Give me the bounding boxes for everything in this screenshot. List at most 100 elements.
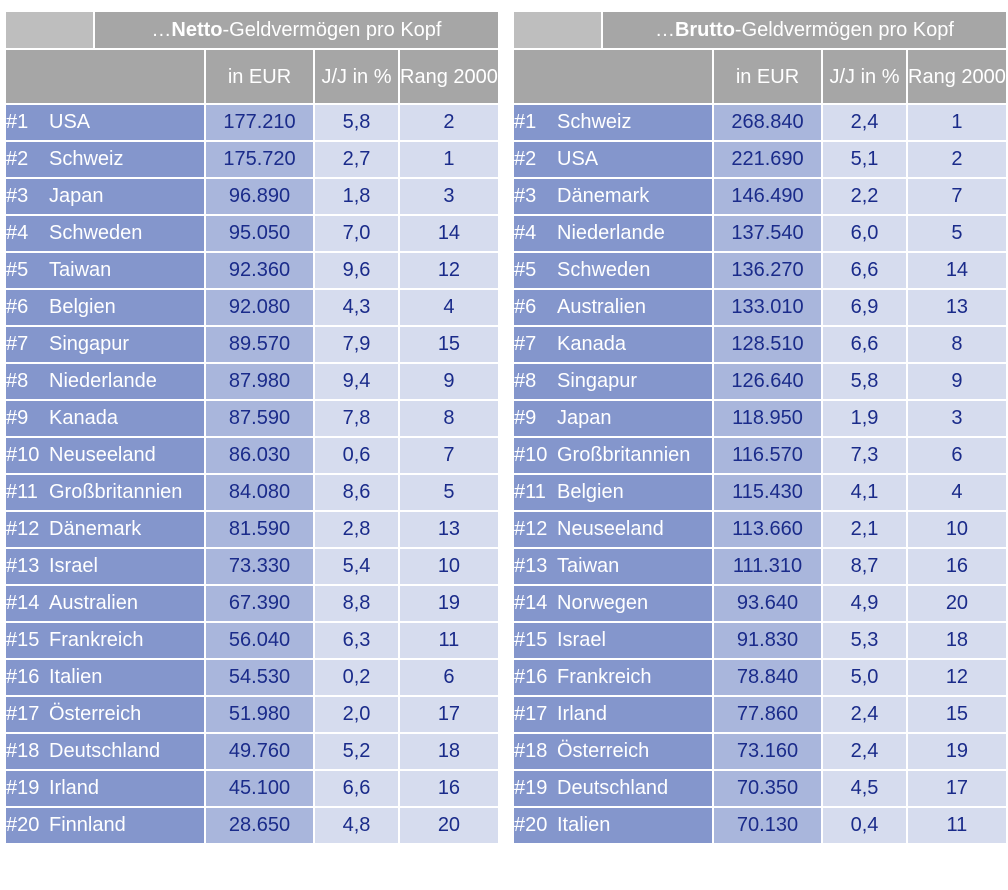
table-row: #5 Taiwan 92.360 9,6 12 [4, 251, 500, 290]
country-cell: #4 Niederlande [512, 214, 714, 253]
rank-label: #18 [514, 740, 548, 762]
country-cell: #20 Italien [512, 806, 714, 845]
table-row: #20 Italien 70.130 0,4 11 [512, 806, 1008, 845]
table-row: #11 Großbritannien 84.080 8,6 5 [4, 473, 500, 512]
header-row: in EUR J/J in % Rang 2000 [4, 48, 500, 105]
rank-label: #18 [6, 740, 40, 762]
rank-2000-value: 3 [906, 399, 1008, 438]
table-row: #5 Schweden 136.270 6,6 14 [512, 251, 1008, 290]
country-cell: #14 Norwegen [512, 584, 714, 623]
rank-2000-value: 3 [398, 177, 500, 216]
country-name: Großbritannien [49, 481, 183, 503]
country-cell: #1 USA [4, 103, 206, 142]
country-cell: #8 Niederlande [4, 362, 206, 401]
country-cell: #18 Deutschland [4, 732, 206, 771]
rank-label: #9 [514, 407, 537, 429]
country-cell: #16 Italien [4, 658, 206, 697]
rank-2000-value: 15 [398, 325, 500, 364]
country-name: Australien [49, 592, 138, 614]
rank-label: #8 [6, 370, 29, 392]
table-row: #13 Taiwan 111.310 8,7 16 [512, 547, 1008, 586]
country-name: USA [49, 111, 91, 133]
yoy-value: 2,4 [821, 103, 908, 142]
eur-value: 54.530 [204, 658, 315, 697]
rank-2000-value: 7 [398, 436, 500, 475]
yoy-value: 5,8 [821, 362, 908, 401]
rank-2000-value: 14 [398, 214, 500, 253]
eur-value: 137.540 [712, 214, 823, 253]
header-blank-cell [4, 48, 206, 105]
country-name: Finnland [49, 814, 126, 836]
country-cell: #14 Australien [4, 584, 206, 623]
eur-value: 136.270 [712, 251, 823, 290]
yoy-value: 6,3 [313, 621, 400, 660]
yoy-value: 2,7 [313, 140, 400, 179]
rank-2000-value: 4 [398, 288, 500, 327]
table-row: #19 Deutschland 70.350 4,5 17 [512, 769, 1008, 808]
rank-label: #16 [514, 666, 548, 688]
table-row: #17 Irland 77.860 2,4 15 [512, 695, 1008, 734]
rank-2000-value: 7 [906, 177, 1008, 216]
table-row: #9 Kanada 87.590 7,8 8 [4, 399, 500, 438]
country-name: Schweden [557, 259, 651, 281]
rank-label: #5 [514, 259, 537, 281]
eur-value: 175.720 [204, 140, 315, 179]
rank-2000-value: 5 [906, 214, 1008, 253]
rank-2000-value: 2 [906, 140, 1008, 179]
rank-2000-value: 4 [906, 473, 1008, 512]
eur-value: 89.570 [204, 325, 315, 364]
rank-2000-value: 16 [906, 547, 1008, 586]
country-name: Belgien [557, 481, 624, 503]
table-row: #16 Frankreich 78.840 5,0 12 [512, 658, 1008, 697]
rank-2000-value: 1 [906, 103, 1008, 142]
table-row: #8 Niederlande 87.980 9,4 9 [4, 362, 500, 401]
yoy-value: 1,9 [821, 399, 908, 438]
rank-label: #8 [514, 370, 537, 392]
table-row: #15 Frankreich 56.040 6,3 11 [4, 621, 500, 660]
eur-value: 126.640 [712, 362, 823, 401]
rank-label: #5 [6, 259, 29, 281]
rank-label: #9 [6, 407, 29, 429]
country-cell: #15 Frankreich [4, 621, 206, 660]
yoy-value: 4,1 [821, 473, 908, 512]
country-cell: #11 Belgien [512, 473, 714, 512]
rank-label: #12 [6, 518, 40, 540]
netto-ranking-table: …Netto-Geldvermögen pro Kopf in EUR J/J … [4, 10, 500, 845]
title-row: …Brutto-Geldvermögen pro Kopf [512, 10, 1008, 50]
country-cell: #6 Belgien [4, 288, 206, 327]
country-name: Israel [557, 629, 606, 651]
eur-value: 87.980 [204, 362, 315, 401]
country-name: Deutschland [557, 777, 669, 799]
rank-2000-value: 8 [398, 399, 500, 438]
eur-value: 95.050 [204, 214, 315, 253]
eur-value: 268.840 [712, 103, 823, 142]
table-row: #12 Neuseeland 113.660 2,1 10 [512, 510, 1008, 549]
table-row: #7 Kanada 128.510 6,6 8 [512, 325, 1008, 364]
yoy-value: 7,0 [313, 214, 400, 253]
country-cell: #10 Großbritannien [512, 436, 714, 475]
country-name: Frankreich [557, 666, 652, 688]
table-row: #2 Schweiz 175.720 2,7 1 [4, 140, 500, 179]
rank-label: #17 [6, 703, 40, 725]
country-cell: #19 Irland [4, 769, 206, 808]
table-row: #4 Niederlande 137.540 6,0 5 [512, 214, 1008, 253]
table-row: #14 Australien 67.390 8,8 19 [4, 584, 500, 623]
eur-value: 111.310 [712, 547, 823, 586]
country-name: Österreich [49, 703, 142, 725]
header-rank-2000: Rang 2000 [398, 48, 500, 105]
table-row: #1 USA 177.210 5,8 2 [4, 103, 500, 142]
eur-value: 73.330 [204, 547, 315, 586]
rank-2000-value: 19 [398, 584, 500, 623]
rank-2000-value: 19 [906, 732, 1008, 771]
eur-value: 45.100 [204, 769, 315, 808]
country-cell: #2 USA [512, 140, 714, 179]
rank-2000-value: 17 [906, 769, 1008, 808]
rank-label: #11 [6, 481, 38, 503]
table-row: #11 Belgien 115.430 4,1 4 [512, 473, 1008, 512]
rank-label: #7 [514, 333, 537, 355]
country-cell: #8 Singapur [512, 362, 714, 401]
country-name: Norwegen [557, 592, 649, 614]
rank-2000-value: 9 [906, 362, 1008, 401]
rank-2000-value: 18 [398, 732, 500, 771]
eur-value: 56.040 [204, 621, 315, 660]
